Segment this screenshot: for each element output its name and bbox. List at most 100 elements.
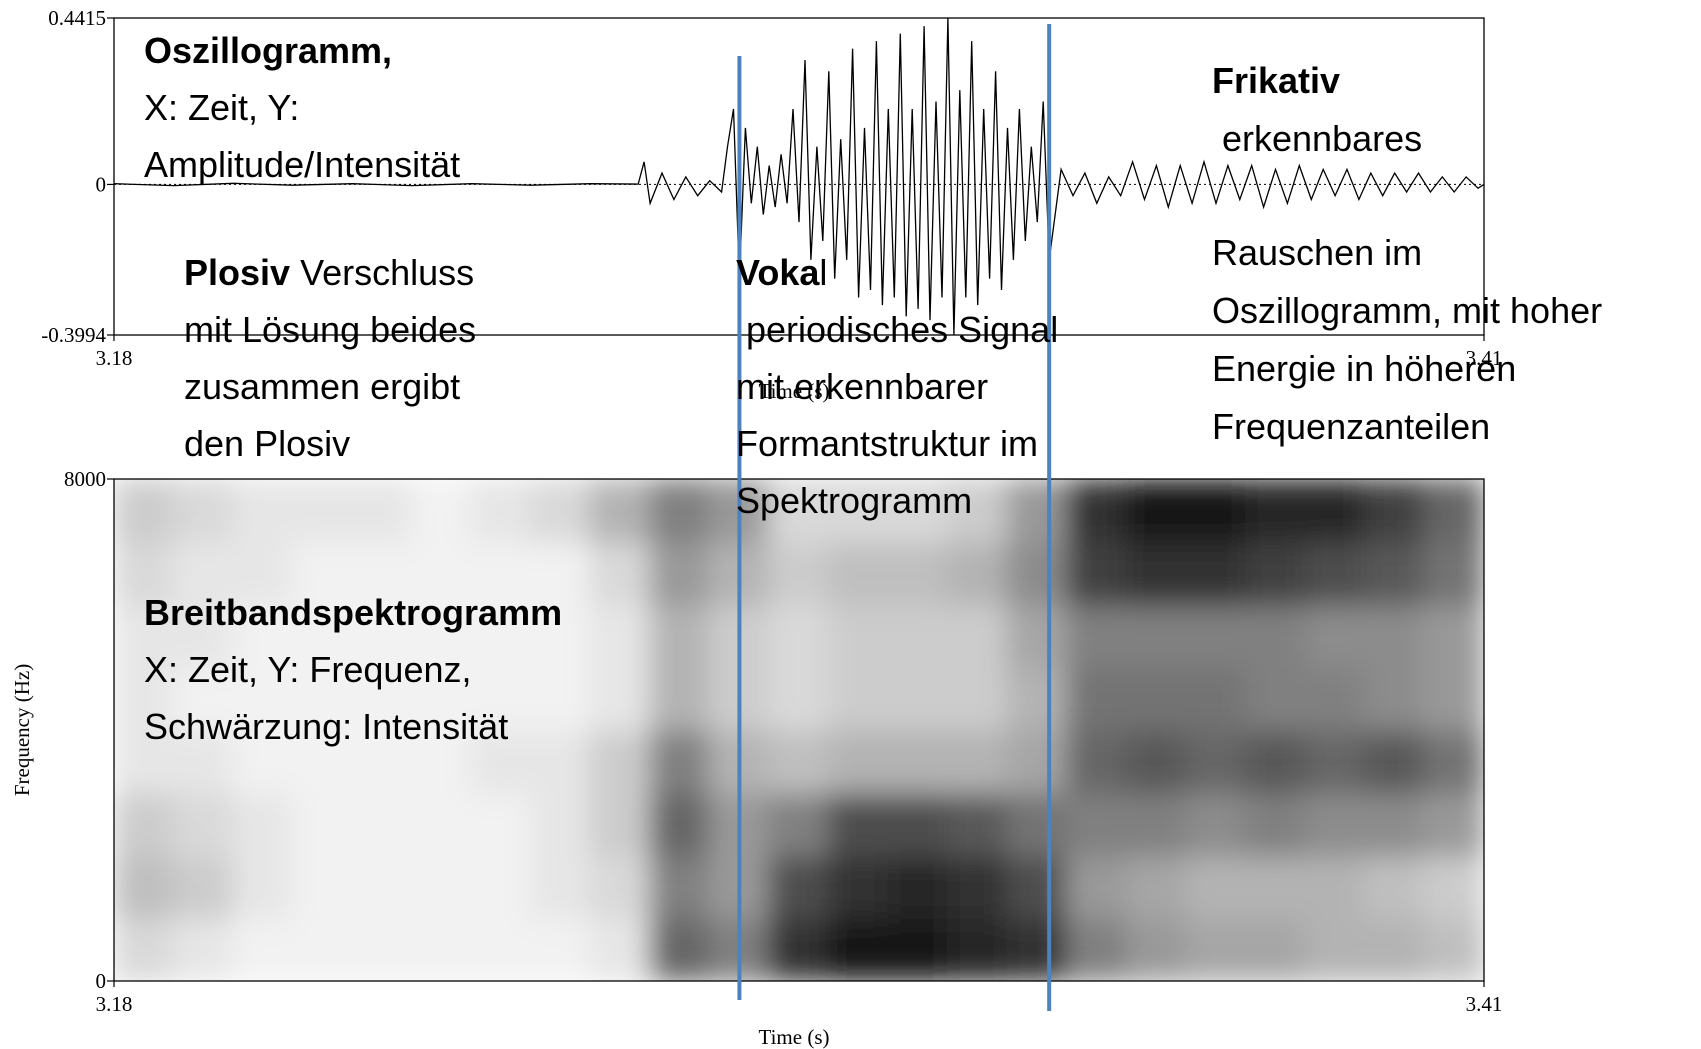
spectrogram-cell [1125, 603, 1188, 669]
spectrogram-cell [1185, 729, 1247, 794]
annotation-line: mit erkennbarer [736, 366, 988, 407]
spectrogram-cell [649, 666, 711, 731]
spectrogram-cell [410, 540, 473, 606]
y-tick-label: 0.4415 [48, 6, 106, 30]
spectrogram-cell [827, 917, 890, 981]
spectrogram-cell [351, 729, 413, 794]
spectrogram-cell [1304, 666, 1366, 731]
spectrogram-cell [1244, 603, 1307, 669]
spectrogram-cell [768, 603, 830, 669]
spectrogram-cell [232, 479, 294, 543]
spectrogram-cell [232, 854, 294, 920]
spectrogram-cell [946, 791, 1009, 857]
spectrogram-cell [1304, 479, 1366, 543]
spectrogram-cell [529, 479, 592, 543]
spectrogram-cell [410, 854, 473, 920]
spectrogram-cell [410, 917, 473, 981]
spectrogram-cell [1066, 479, 1128, 543]
spectrogram-cell [291, 540, 354, 606]
spectrogram-cell [1304, 603, 1366, 669]
spectrogram-cell [114, 479, 175, 543]
spectrogram-cell [529, 540, 592, 606]
spectrogram-cell [1125, 540, 1188, 606]
spectrogram-cell [946, 603, 1009, 669]
spectrogram-cell [1304, 917, 1366, 981]
spectrogram-cell [1304, 540, 1366, 606]
spectrogram-cell [1125, 917, 1188, 981]
spectrogram-cell [589, 540, 652, 606]
y-tick-label: 0 [96, 969, 107, 993]
annotation-line: mit Lösung beides [184, 309, 476, 350]
spectrogram-cell [291, 917, 354, 981]
annotation-line: Spektrogramm [736, 480, 972, 521]
spectrogram-cell [232, 540, 294, 606]
spectrogram-cell [114, 854, 175, 920]
annotation-line: erkennbares [1212, 118, 1422, 159]
spectrogram-cell [1185, 854, 1247, 920]
annotation-line: Oszillogramm, [144, 30, 392, 71]
spectrogram-cell [827, 603, 890, 669]
spectrogram-cell [172, 479, 235, 543]
spectrogram-cell [827, 791, 890, 857]
spectrogram-cell [470, 540, 532, 606]
spectrogram-cell [887, 479, 949, 543]
spectrogram-cell [410, 791, 473, 857]
spectrogram-cell [589, 479, 652, 543]
spectrogram-cell [1244, 479, 1307, 543]
spectrogram-cell [114, 791, 175, 857]
y-tick-label: -0.3994 [41, 323, 106, 347]
spectrogram-cell [1006, 666, 1069, 731]
spectrogram-cell [172, 729, 235, 794]
spectrogram-cell [1066, 854, 1128, 920]
spectrogram-cell [1423, 791, 1484, 857]
annotation-bold: Voka [736, 252, 820, 293]
spectrogram-cell [1363, 917, 1426, 981]
spectrogram-cell [1244, 917, 1307, 981]
spectrogram-cell [887, 603, 949, 669]
spectrogram-cell [351, 854, 413, 920]
spectrogram-cell [887, 791, 949, 857]
spectrogram-cell [410, 729, 473, 794]
plot-frame [113, 478, 1485, 982]
spectrogram-cell [768, 666, 830, 731]
x-axis-label: Time (s) [759, 379, 830, 403]
y-tick-label: 8000 [64, 467, 106, 491]
spectrogram-cell [1006, 603, 1069, 669]
spectrogram-cell [827, 666, 890, 731]
spectrogram-cell [172, 854, 235, 920]
spectrogram [114, 479, 1484, 981]
annotation-line: Amplitude/Intensität [144, 144, 460, 185]
spectrogram-cell [291, 479, 354, 543]
spectrogram-cell [1125, 729, 1188, 794]
spectrogram-cell [1066, 603, 1128, 669]
spectrogram-cell [1006, 729, 1069, 794]
annotation-line: Plosiv Verschluss [184, 252, 474, 293]
spectrogram-cells [114, 479, 1484, 981]
spectrogram-cell [351, 603, 413, 669]
annotation-line: periodisches Signal [736, 309, 1058, 350]
spectrogram-cell [470, 603, 532, 669]
spectrogram-cell [1423, 540, 1484, 606]
spectrogram-cell [1363, 729, 1426, 794]
spectrogram-cell [1125, 791, 1188, 857]
spectrogram-cell [1185, 666, 1247, 731]
spectrogram-cell [1006, 540, 1069, 606]
annotation-line: Frequenzanteilen [1212, 406, 1490, 447]
spectrogram-cell [589, 791, 652, 857]
spectrogram-cell [1363, 479, 1426, 543]
spectrogram-cell [768, 540, 830, 606]
annotation-line: Oszillogramm, mit hoher [1212, 290, 1602, 331]
spectrogram-cell [1304, 854, 1366, 920]
spectrogram-cell [529, 917, 592, 981]
spectrogram-cell [291, 729, 354, 794]
spectrogram-cell [114, 603, 175, 669]
spectrogram-cell [351, 479, 413, 543]
spectrogram-cell [768, 917, 830, 981]
spectrogram-cell [529, 729, 592, 794]
annotation-line: den Plosiv [184, 423, 350, 464]
x-axis-label: Time (s) [759, 1025, 830, 1049]
spectrogram-cell [649, 917, 711, 981]
y-axis-label: Frequency (Hz) [10, 664, 34, 796]
spectrogram-cell [649, 603, 711, 669]
